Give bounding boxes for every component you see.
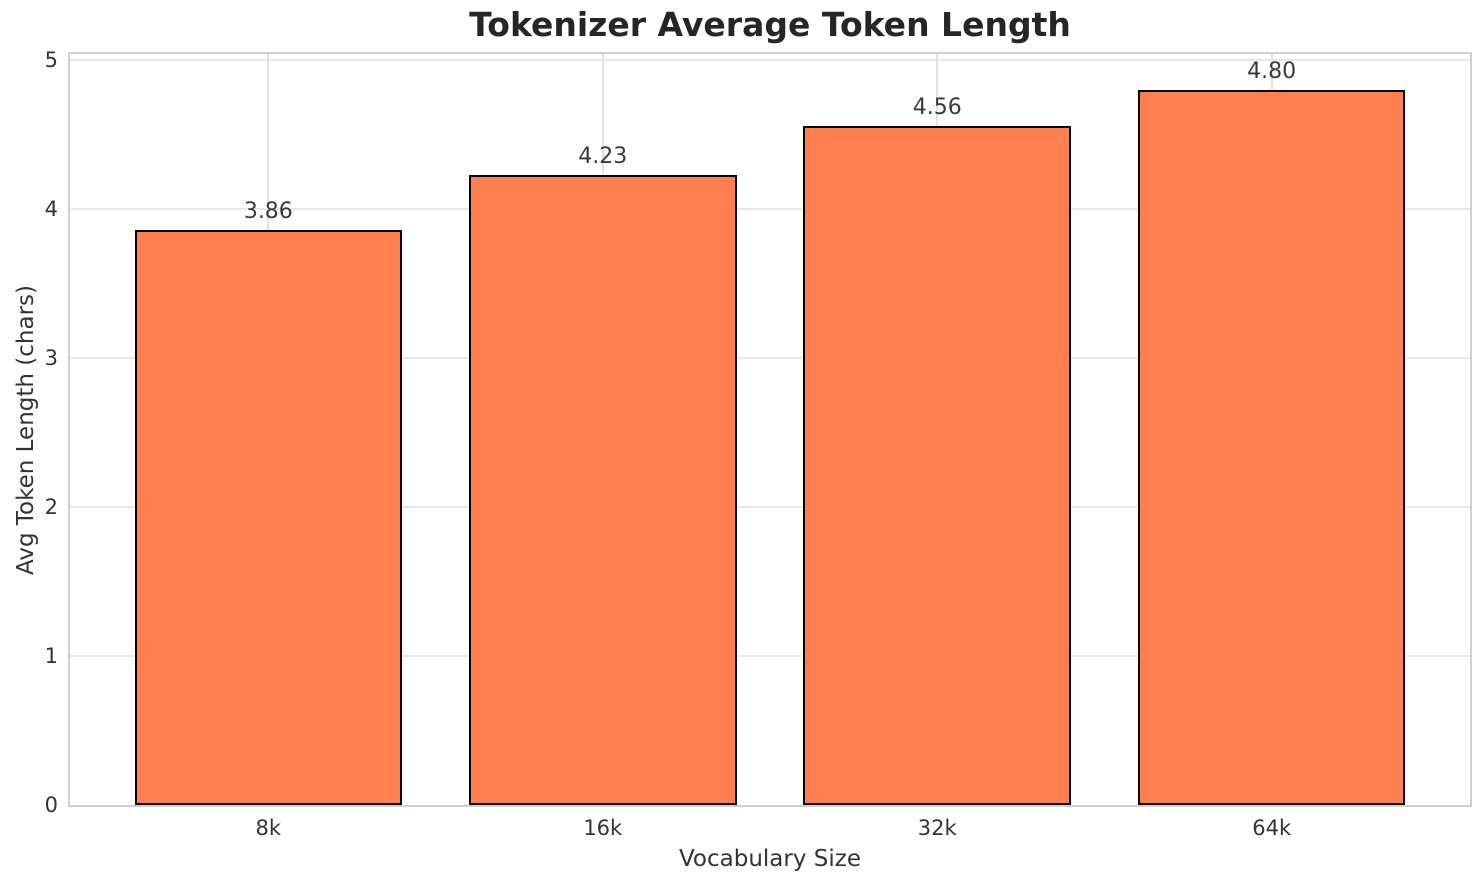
gridline-horizontal xyxy=(70,356,1470,359)
gridline-horizontal xyxy=(70,207,1470,210)
y-axis-label: Avg Token Length (chars) xyxy=(13,284,39,576)
y-tick-label: 4 xyxy=(44,196,58,221)
y-tick-label: 2 xyxy=(44,494,58,519)
chart-title: Tokenizer Average Token Length xyxy=(469,5,1071,44)
gridline-horizontal xyxy=(70,655,1470,657)
y-tick-label: 1 xyxy=(44,643,58,668)
bar-value-label: 4.56 xyxy=(912,94,962,120)
gridline-horizontal xyxy=(70,505,1470,508)
bar-32k xyxy=(803,125,1071,805)
bar-value-label: 4.80 xyxy=(1247,58,1297,84)
x-tick-label-8k: 8k xyxy=(255,816,282,840)
bar-value-label: 4.23 xyxy=(578,143,628,169)
x-axis-label: Vocabulary Size xyxy=(678,846,861,872)
plot-area: 3.86 4.23 4.56 4.80 xyxy=(68,52,1472,807)
bar-64k xyxy=(1137,89,1406,805)
x-tick-label-32k: 32k xyxy=(917,816,957,840)
gridline-horizontal xyxy=(70,58,1470,61)
x-tick-label-16k: 16k xyxy=(583,816,623,840)
y-tick-label: 5 xyxy=(44,47,58,72)
bar-16k xyxy=(468,174,737,805)
bar-value-label: 3.86 xyxy=(243,198,293,224)
y-tick-label: 0 xyxy=(44,793,58,817)
x-tick-label-64k: 64k xyxy=(1252,816,1292,840)
bar-8k xyxy=(134,229,403,805)
y-tick-label: 3 xyxy=(44,345,58,370)
